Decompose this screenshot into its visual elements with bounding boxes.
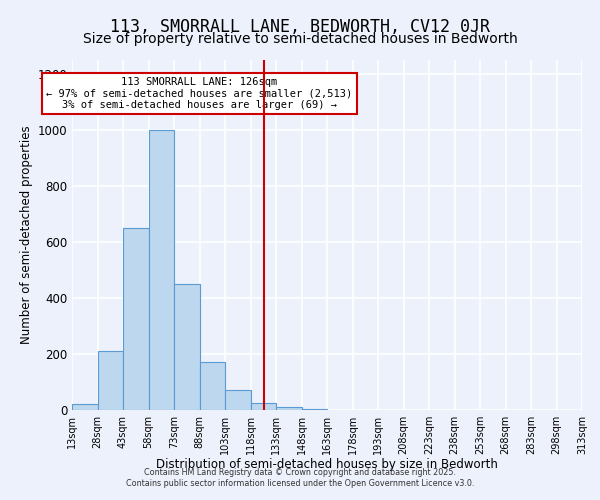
Bar bbox=[225, 390, 251, 410]
Bar bbox=[276, 407, 302, 410]
Bar bbox=[251, 403, 276, 410]
Bar bbox=[200, 362, 225, 410]
Bar bbox=[174, 284, 199, 410]
Text: Contains HM Land Registry data © Crown copyright and database right 2025.
Contai: Contains HM Land Registry data © Crown c… bbox=[126, 468, 474, 487]
Text: 113, SMORRALL LANE, BEDWORTH, CV12 0JR: 113, SMORRALL LANE, BEDWORTH, CV12 0JR bbox=[110, 18, 490, 36]
Bar bbox=[149, 130, 174, 410]
Y-axis label: Number of semi-detached properties: Number of semi-detached properties bbox=[20, 126, 33, 344]
Bar bbox=[97, 351, 123, 410]
X-axis label: Distribution of semi-detached houses by size in Bedworth: Distribution of semi-detached houses by … bbox=[156, 458, 498, 471]
Bar bbox=[72, 404, 97, 410]
Text: 113 SMORRALL LANE: 126sqm
← 97% of semi-detached houses are smaller (2,513)
3% o: 113 SMORRALL LANE: 126sqm ← 97% of semi-… bbox=[46, 77, 353, 110]
Text: Size of property relative to semi-detached houses in Bedworth: Size of property relative to semi-detach… bbox=[83, 32, 517, 46]
Bar bbox=[123, 228, 149, 410]
